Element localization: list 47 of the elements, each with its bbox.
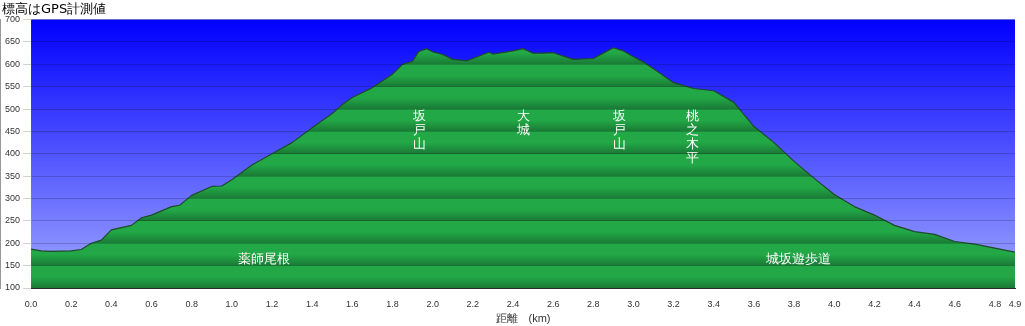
- y-tick-label: 600: [4, 58, 21, 69]
- y-tick-label: 400: [4, 148, 21, 159]
- y-tick-label: 300: [4, 193, 21, 204]
- y-tick-label: 700: [4, 14, 21, 25]
- x-tick-label: 1.8: [386, 298, 399, 309]
- y-tick-label: 200: [4, 237, 21, 248]
- chart-title: 標高はGPS計測値: [2, 1, 107, 17]
- y-tick-label: 550: [4, 81, 21, 92]
- x-tick-label: 4.4: [908, 298, 921, 309]
- x-tick-label: 2.0: [426, 298, 439, 309]
- annotation: 坂戸山: [611, 107, 626, 151]
- x-tick-label: 1.6: [346, 298, 359, 309]
- x-tick-label: 0.8: [185, 298, 198, 309]
- y-tick-label: 100: [4, 282, 21, 293]
- x-tick-label: 1.2: [265, 298, 279, 309]
- y-tick-label: 650: [4, 36, 21, 47]
- x-tick-label: 3.8: [787, 298, 801, 309]
- x-tick-label: 3.6: [747, 298, 761, 309]
- x-tick-label: 4.0: [828, 298, 841, 309]
- annotation: 坂戸山: [412, 107, 427, 151]
- y-tick-label: 150: [4, 260, 21, 271]
- x-tick-label: 4.9: [1008, 298, 1022, 309]
- x-tick-label: 3.0: [627, 298, 640, 309]
- x-tick-label: 2.8: [587, 298, 600, 309]
- y-tick-label: 500: [4, 103, 21, 114]
- x-tick-label: 4.8: [988, 298, 1002, 309]
- x-tick-label: 2.2: [466, 298, 480, 309]
- x-tick-label: 2.6: [546, 298, 560, 309]
- x-tick-label: 0.4: [105, 298, 118, 309]
- x-tick-label: 4.2: [868, 298, 881, 309]
- x-tick-label: 2.4: [506, 298, 520, 309]
- x-tick-label: 3.2: [667, 298, 680, 309]
- x-tick-label: 1.0: [225, 298, 239, 309]
- x-tick-label: 3.4: [707, 298, 721, 309]
- x-tick-label: 0.0: [24, 298, 38, 309]
- annotation: 大城: [515, 107, 530, 137]
- x-axis-title: 距離 (km): [495, 312, 551, 325]
- x-tick-label: 4.6: [948, 298, 962, 309]
- y-tick-label: 450: [4, 125, 21, 136]
- annotation: 桃之木平: [685, 107, 699, 165]
- annotation: 城坂遊歩道: [765, 251, 832, 267]
- annotation: 薬師尾根: [238, 251, 291, 267]
- x-tick-label: 0.2: [64, 298, 78, 309]
- y-tick-label: 250: [4, 215, 21, 226]
- x-tick-label: 0.6: [145, 298, 158, 309]
- y-tick-label: 350: [4, 170, 21, 181]
- x-tick-label: 1.4: [305, 298, 319, 309]
